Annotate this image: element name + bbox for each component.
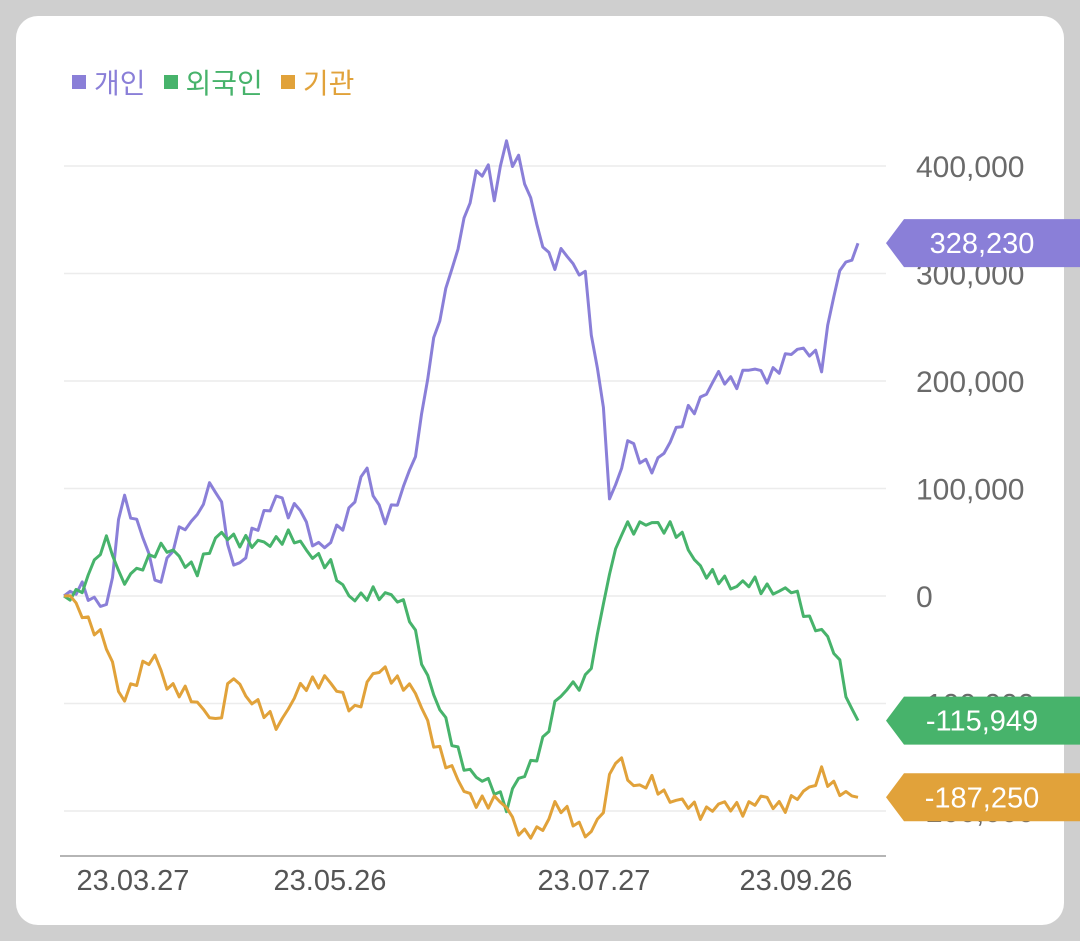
x-tick-label: 23.09.26 (740, 865, 853, 897)
badge-individual-label: 328,230 (930, 228, 1035, 260)
x-tick-label: 23.05.26 (274, 865, 387, 897)
chart-legend: 개인 외국인 기관 (72, 62, 354, 102)
legend-label-foreign: 외국인 (185, 68, 263, 99)
legend-item-foreign[interactable]: 외국인 (163, 62, 263, 102)
legend-swatch-foreign (163, 75, 178, 89)
badge-foreign-label: -115,949 (926, 706, 1038, 738)
x-tick-label: 23.03.27 (77, 865, 190, 897)
chart-card (16, 16, 1064, 925)
line-institution (63, 594, 859, 840)
badge-institution-shape (886, 773, 1080, 822)
badge-individual-shape (886, 219, 1080, 268)
y-tick-label: 0 (916, 581, 933, 614)
y-tick-label: 100,000 (916, 474, 1024, 507)
legend-label-institution: 기관 (302, 68, 355, 99)
badge-institution: -187,250 (886, 773, 1080, 822)
legend-swatch-institution (280, 75, 295, 89)
legend-swatch-individual (72, 75, 86, 89)
line-individual (63, 139, 860, 608)
badge-individual: 328,230 (886, 219, 1080, 268)
legend-item-individual[interactable]: 개인 (72, 62, 146, 102)
y-tick-label: 400,000 (916, 151, 1024, 184)
badge-foreign-shape (886, 696, 1080, 745)
legend-item-institution[interactable]: 기관 (280, 62, 355, 102)
badge-foreign: -115,949 (886, 696, 1080, 745)
legend-label-individual: 개인 (94, 68, 146, 99)
x-tick-label: 23.07.27 (538, 865, 651, 897)
line-foreign (63, 520, 860, 814)
y-tick-label: 200,000 (916, 366, 1024, 399)
badge-institution-label: -187,250 (925, 782, 1040, 814)
